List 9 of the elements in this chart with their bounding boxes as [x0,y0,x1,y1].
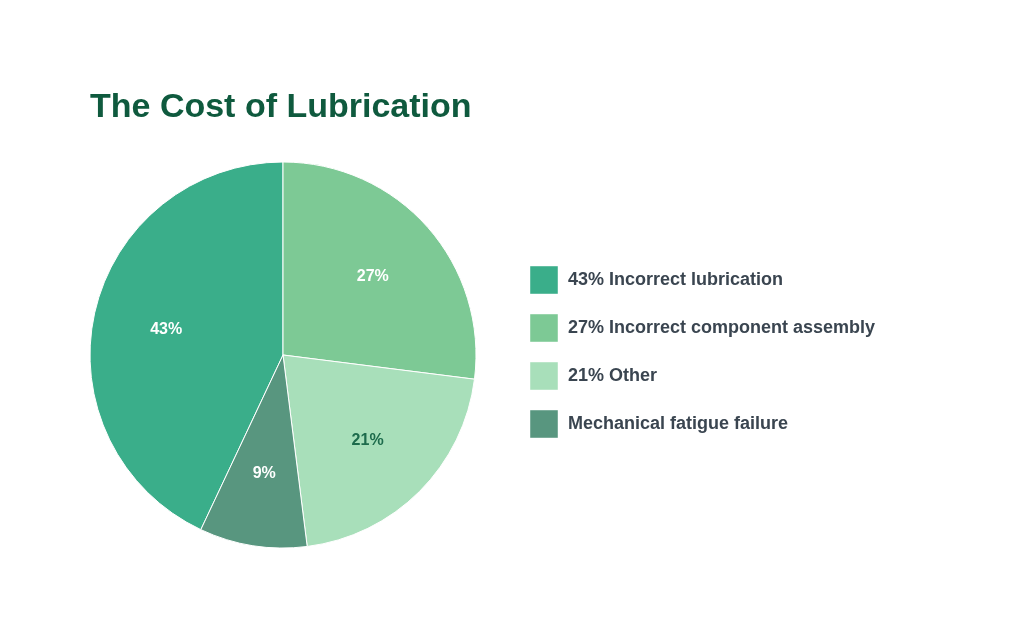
legend-label: Mechanical fatigue failure [568,413,789,433]
data-label: 21% [351,430,384,448]
data-label: 9% [252,464,276,482]
data-label: 43% [150,319,183,337]
data-label: 27% [356,266,389,284]
legend-label: 21% Other [568,365,658,385]
chart-title: The Cost of Lubrication [90,86,472,124]
legend-label: 27% Incorrect component assembly [568,317,876,337]
legend-label: 43% Incorrect lubrication [568,269,784,289]
